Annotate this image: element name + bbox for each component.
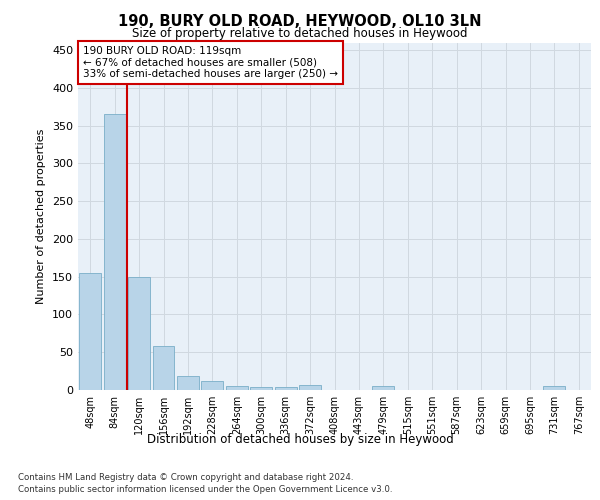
Bar	[299, 386, 321, 390]
Bar	[177, 376, 199, 390]
Bar	[226, 386, 248, 390]
Text: 190 BURY OLD ROAD: 119sqm
← 67% of detached houses are smaller (508)
33% of semi: 190 BURY OLD ROAD: 119sqm ← 67% of detac…	[83, 46, 338, 79]
Bar	[544, 386, 565, 390]
Bar	[128, 276, 150, 390]
Bar	[79, 273, 101, 390]
Bar	[250, 387, 272, 390]
Text: Distribution of detached houses by size in Heywood: Distribution of detached houses by size …	[146, 432, 454, 446]
Text: Size of property relative to detached houses in Heywood: Size of property relative to detached ho…	[132, 28, 468, 40]
Bar	[275, 387, 296, 390]
Bar	[104, 114, 125, 390]
Text: Contains public sector information licensed under the Open Government Licence v3: Contains public sector information licen…	[18, 485, 392, 494]
Bar	[202, 381, 223, 390]
Bar	[152, 346, 175, 390]
Text: Contains HM Land Registry data © Crown copyright and database right 2024.: Contains HM Land Registry data © Crown c…	[18, 472, 353, 482]
Y-axis label: Number of detached properties: Number of detached properties	[37, 128, 46, 304]
Bar	[373, 386, 394, 390]
Text: 190, BURY OLD ROAD, HEYWOOD, OL10 3LN: 190, BURY OLD ROAD, HEYWOOD, OL10 3LN	[118, 14, 482, 29]
